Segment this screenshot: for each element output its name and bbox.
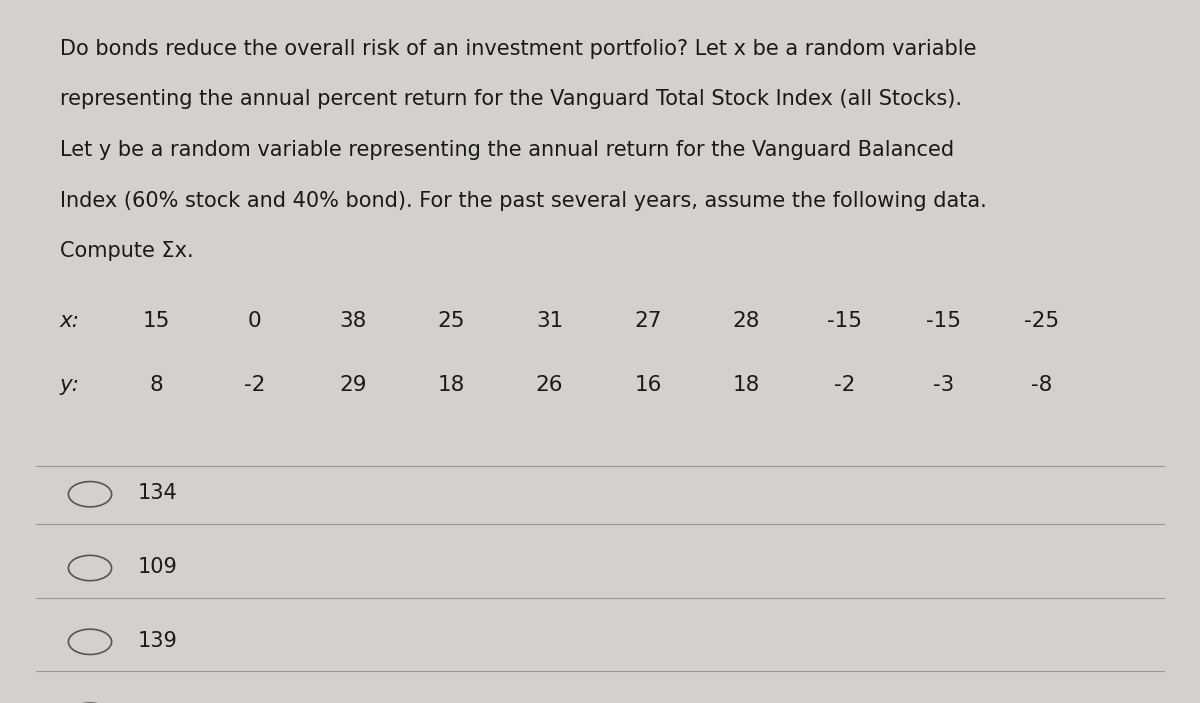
Text: 109: 109 [138,557,178,576]
Text: -3: -3 [932,375,954,394]
Text: 29: 29 [340,375,366,394]
Text: 18: 18 [438,375,464,394]
Text: -2: -2 [244,375,265,394]
Text: 28: 28 [733,311,760,331]
Text: Let y be a random variable representing the annual return for the Vanguard Balan: Let y be a random variable representing … [60,140,954,160]
Text: 38: 38 [340,311,366,331]
Text: 18: 18 [733,375,760,394]
Text: 27: 27 [635,311,661,331]
Text: -8: -8 [1031,375,1052,394]
Text: 15: 15 [143,311,169,331]
Text: 139: 139 [138,631,178,650]
Text: 26: 26 [536,375,563,394]
Text: 31: 31 [536,311,563,331]
Text: Do bonds reduce the overall risk of an investment portfolio? Let x be a random v: Do bonds reduce the overall risk of an i… [60,39,977,58]
Text: -15: -15 [925,311,961,331]
Text: 8: 8 [149,375,163,394]
Text: 134: 134 [138,483,178,503]
Text: representing the annual percent return for the Vanguard Total Stock Index (all S: representing the annual percent return f… [60,89,962,109]
Text: y:: y: [60,375,80,394]
Text: -25: -25 [1024,311,1060,331]
Text: Compute Σx.: Compute Σx. [60,241,193,261]
Text: -2: -2 [834,375,856,394]
Text: x:: x: [60,311,80,331]
Text: 16: 16 [635,375,661,394]
Text: 0: 0 [247,311,262,331]
Text: Index (60% stock and 40% bond). For the past several years, assume the following: Index (60% stock and 40% bond). For the … [60,191,986,210]
Text: 25: 25 [438,311,464,331]
Text: -15: -15 [827,311,863,331]
